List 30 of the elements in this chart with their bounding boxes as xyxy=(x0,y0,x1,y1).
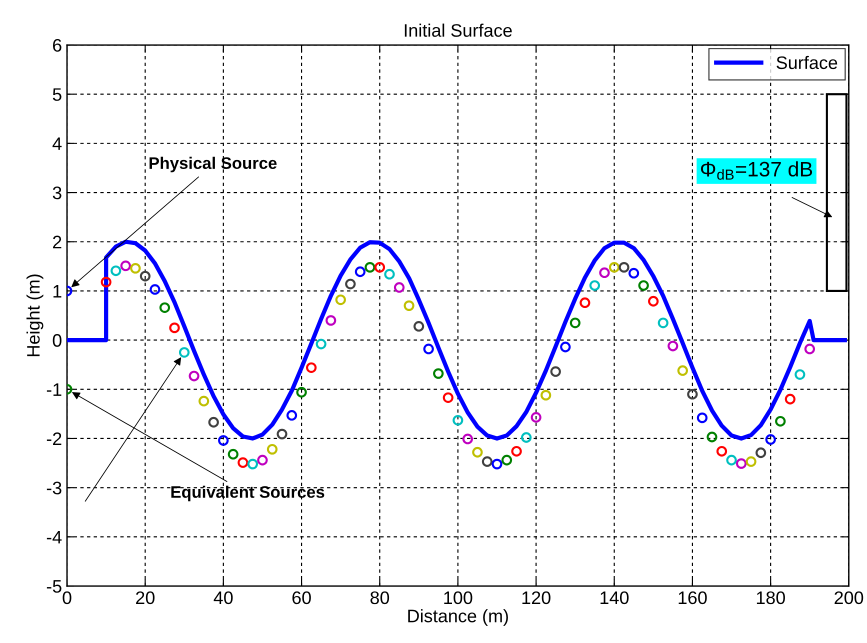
y-tick-label: -4 xyxy=(46,530,62,544)
x-axis-title: Distance (m) xyxy=(408,609,508,626)
y-tick-label: 1 xyxy=(53,285,62,298)
y-tick-label: 0 xyxy=(52,334,62,347)
y-tick-label: 2 xyxy=(53,236,62,248)
x-tick-label: 20 xyxy=(136,591,155,604)
x-tick-label: 120 xyxy=(522,591,550,604)
x-tick-label: 0 xyxy=(62,591,72,604)
legend-label: Surface xyxy=(776,56,838,70)
y-tick-label: 4 xyxy=(52,138,62,150)
y-tick-label: 5 xyxy=(52,88,62,101)
y-tick-label: -5 xyxy=(46,580,62,593)
x-tick-label: 40 xyxy=(214,591,233,604)
x-tick-label: 200 xyxy=(834,591,864,604)
y-axis-title: Height (m) xyxy=(26,274,44,356)
x-tick-label: 160 xyxy=(678,591,707,604)
x-tick-label: 80 xyxy=(370,591,390,604)
chart-title: Initial Surface xyxy=(404,24,512,37)
x-tick-label: 180 xyxy=(756,591,785,604)
y-tick-label: -2 xyxy=(46,432,62,446)
y-tick-label: 6 xyxy=(53,38,62,52)
y-tick-label: -3 xyxy=(46,482,62,494)
y-tick-label: -1 xyxy=(46,383,62,396)
annotation: Physical Source xyxy=(150,156,277,172)
annotation: Equivalent Sources xyxy=(171,486,324,502)
x-tick-label: 140 xyxy=(600,591,629,604)
x-tick-label: 100 xyxy=(444,591,472,604)
annotation: Φ$_{dB}$=137 dB xyxy=(700,161,812,180)
x-tick-label: 60 xyxy=(292,591,311,604)
y-tick-label: 3 xyxy=(52,186,62,200)
